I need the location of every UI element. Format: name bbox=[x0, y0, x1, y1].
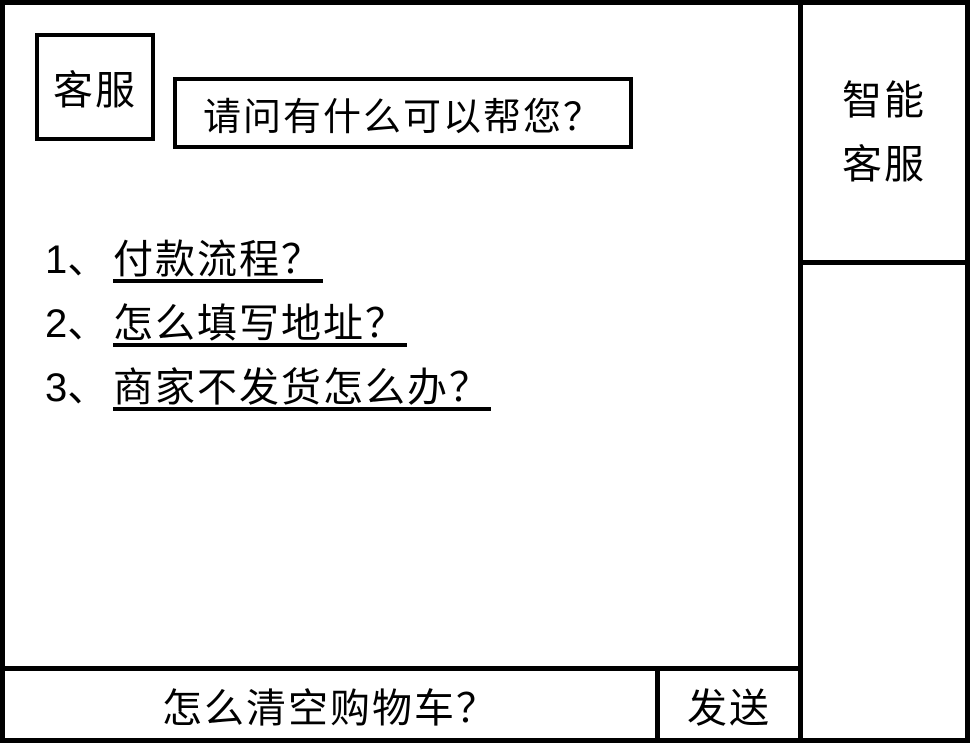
message-input-text: 怎么清空购物车？ bbox=[162, 676, 498, 734]
faq-link-address[interactable]: 怎么填写地址？ bbox=[113, 291, 407, 349]
faq-item: 3、 商家不发货怎么办？ bbox=[45, 355, 758, 413]
left-pane: 客服 请问有什么可以帮您？ 1、 付款流程？ 2、 怎么填写地址？ 3、 商家不… bbox=[5, 5, 803, 738]
agent-avatar-label: 客服 bbox=[53, 58, 137, 116]
sidebar-title: 智能 客服 bbox=[803, 5, 965, 265]
message-input[interactable]: 怎么清空购物车？ bbox=[5, 671, 660, 738]
faq-number: 3、 bbox=[45, 355, 113, 413]
faq-list: 1、 付款流程？ 2、 怎么填写地址？ 3、 商家不发货怎么办？ bbox=[45, 227, 758, 419]
sidebar-spacer bbox=[803, 265, 965, 738]
chat-area: 客服 请问有什么可以帮您？ 1、 付款流程？ 2、 怎么填写地址？ 3、 商家不… bbox=[5, 5, 798, 666]
faq-number: 2、 bbox=[45, 291, 113, 349]
send-button-label: 发送 bbox=[687, 676, 771, 734]
sidebar-title-text: 智能 客服 bbox=[842, 69, 926, 197]
send-button[interactable]: 发送 bbox=[660, 671, 798, 738]
agent-avatar: 客服 bbox=[35, 33, 155, 141]
chat-window: 客服 请问有什么可以帮您？ 1、 付款流程？ 2、 怎么填写地址？ 3、 商家不… bbox=[0, 0, 970, 743]
faq-number: 1、 bbox=[45, 227, 113, 285]
right-pane: 智能 客服 bbox=[803, 5, 965, 738]
input-row: 怎么清空购物车？ 发送 bbox=[5, 666, 798, 738]
faq-link-shipping[interactable]: 商家不发货怎么办？ bbox=[113, 355, 491, 413]
greeting-message: 请问有什么可以帮您？ bbox=[173, 77, 633, 149]
greeting-text: 请问有什么可以帮您？ bbox=[203, 86, 603, 141]
faq-item: 1、 付款流程？ bbox=[45, 227, 758, 285]
faq-item: 2、 怎么填写地址？ bbox=[45, 291, 758, 349]
faq-link-payment[interactable]: 付款流程？ bbox=[113, 227, 323, 285]
